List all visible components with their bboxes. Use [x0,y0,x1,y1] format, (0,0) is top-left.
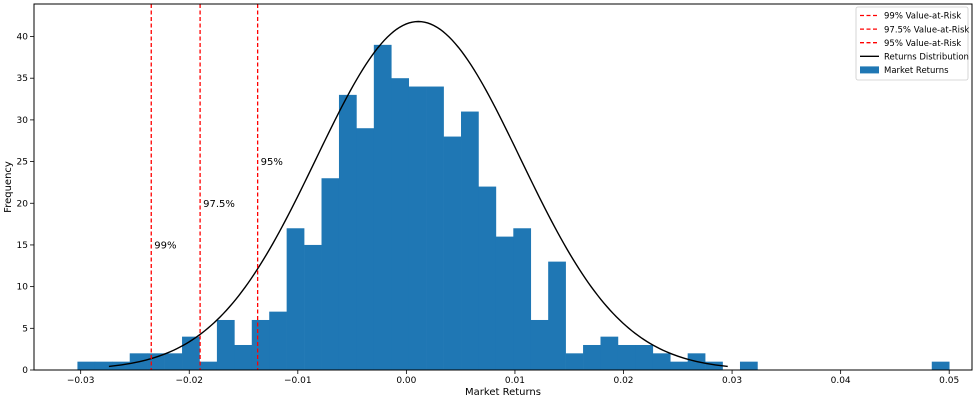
y-tick-label: 20 [17,199,29,209]
histogram-bar [443,136,462,370]
histogram-bar [461,111,479,371]
y-tick-label: 25 [17,158,28,168]
y-axis: 0 5 10 15 20 25 30 35 40 [17,33,34,376]
histogram-bar [478,186,497,370]
histogram-bar [199,361,218,370]
histogram-bar [565,353,584,370]
histogram-bar [304,244,322,370]
x-axis-label: Market Returns [465,387,541,398]
y-tick-label: 0 [22,366,28,376]
legend-label: 95% Value-at-Risk [884,39,961,49]
legend-label: 99% Value-at-Risk [884,12,961,22]
histogram-bar [147,353,165,370]
y-tick-label: 15 [17,241,28,251]
legend-swatch [860,66,879,74]
legend: 99% Value-at-Risk 97.5% Value-at-Risk 95% … [855,6,969,81]
histogram-bar [931,361,950,370]
histogram-bar [77,361,96,370]
plot-frame [33,3,973,371]
x-tick-label: 0.04 [831,376,851,386]
histogram-bar [373,44,392,370]
histogram-bar [391,78,410,370]
histogram-bar [635,344,654,370]
histogram-bar [583,344,601,370]
x-tick-label: −0.01 [284,376,312,386]
histogram-bar [216,319,235,370]
x-axis: −0.03 −0.02 −0.01 0.00 0.01 0.02 0.03 0.04 0.05 [67,370,959,386]
y-tick-label: 35 [17,74,28,84]
y-tick-label: 5 [22,324,28,334]
histogram-bar [617,344,636,370]
y-axis-label: Frequency [3,161,14,213]
var-line-label: 97.5% [203,199,235,210]
x-tick-label: 0.01 [505,376,525,386]
histogram-bar [234,344,253,370]
histogram-bar [426,86,444,370]
var-line-label: 95% [261,157,283,168]
histogram-bar [530,319,549,370]
y-tick-label: 40 [17,33,29,43]
histogram-bar [321,178,340,370]
returns-distribution-curve [108,20,728,368]
histogram-bar [112,361,131,370]
histogram-bar [182,336,200,370]
histogram-bar [94,361,113,370]
histogram-bar [356,128,375,370]
returns-distribution-layer [108,20,728,368]
histogram-bars [77,44,950,371]
y-tick-label: 30 [17,116,29,126]
histogram-bar [408,86,427,370]
histogram-bar [338,94,357,371]
histogram-bar [513,228,532,370]
histogram-bar [670,361,688,370]
x-tick-label: 0.03 [722,376,742,386]
histogram-bar [286,228,305,370]
histogram-bar [652,353,671,370]
legend-label: Market Returns [884,66,949,76]
var-lines-layer: 99% 97.5% 95% [150,4,283,370]
legend-box [855,6,969,81]
x-tick-label: 0.00 [396,376,416,386]
histogram-bar [495,236,514,370]
x-tick-label: −0.02 [175,376,203,386]
x-tick-label: 0.02 [613,376,633,386]
x-tick-label: 0.05 [939,376,959,386]
histogram-bar [705,361,723,370]
legend-label: Returns Distribution [884,53,969,63]
histogram-bar [164,353,183,370]
histogram-bar [269,311,287,370]
histogram-bar [600,336,619,370]
y-tick-label: 10 [17,283,29,293]
histogram-bar [548,261,566,370]
var-line-label: 99% [154,240,176,251]
histogram-bar [251,319,270,370]
x-tick-label: −0.03 [67,376,95,386]
histogram-bar [739,361,758,370]
legend-label: 97.5% Value-at-Risk [884,25,969,35]
